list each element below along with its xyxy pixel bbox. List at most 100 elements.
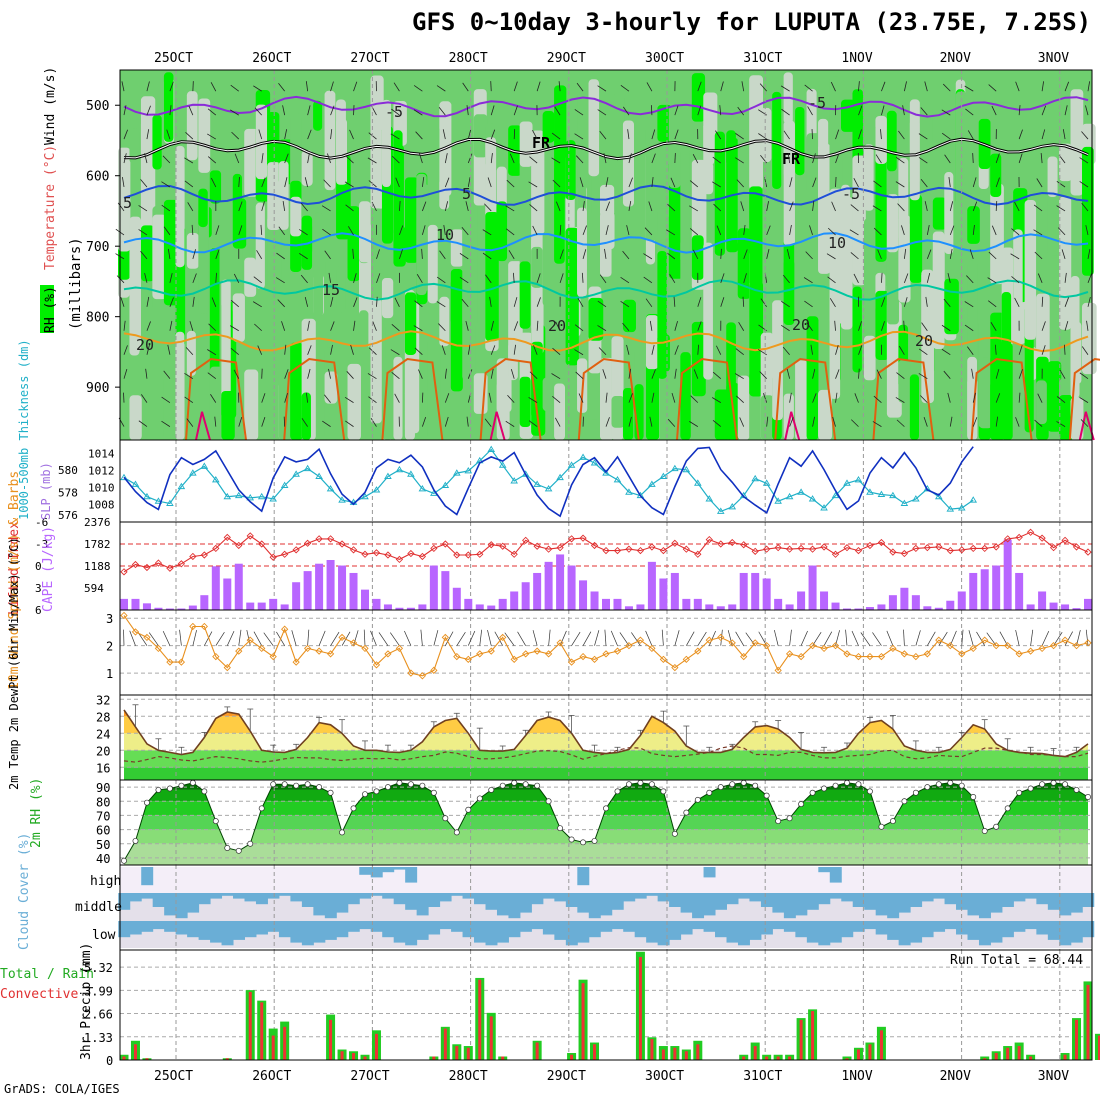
- cloud-bar: [301, 921, 314, 946]
- precip-conv-bar: [248, 991, 252, 1060]
- isotherm-line: [479, 357, 542, 441]
- thickness-point: [303, 464, 312, 472]
- wind-barb: [627, 129, 630, 140]
- wind-barb: [604, 248, 607, 259]
- rh-point: [144, 799, 150, 806]
- wind-point: [889, 644, 897, 653]
- rh-patch: [886, 194, 899, 253]
- wind-barb: [661, 629, 664, 646]
- rh-patch: [163, 199, 179, 306]
- cloud-bar: [416, 921, 429, 940]
- temp-line: [123, 709, 1089, 758]
- wind-barb: [715, 130, 722, 140]
- wind-barb: [872, 421, 882, 427]
- wind-barb: [622, 250, 630, 260]
- wind-barb: [230, 109, 239, 116]
- wind-barb: [513, 81, 518, 92]
- rh-patch: [519, 376, 531, 428]
- rh-point: [924, 784, 931, 791]
- wind-point: [372, 661, 381, 669]
- rh-point: [775, 818, 782, 825]
- wind-point: [613, 647, 622, 655]
- wind-barb: [949, 416, 953, 427]
- wind-barb: [346, 371, 354, 379]
- precip-conv-bar: [1097, 1035, 1100, 1060]
- cape-bar: [383, 604, 392, 610]
- tick-label: 0: [106, 1054, 113, 1068]
- wind-barb: [207, 133, 217, 140]
- wind-barb: [920, 395, 928, 403]
- wind-barb: [231, 131, 240, 140]
- wind-barb: [1053, 631, 1063, 646]
- wind-barb: [528, 420, 538, 427]
- wind-barb: [674, 345, 679, 355]
- wind-barb: [532, 130, 538, 140]
- rh-patch: [554, 383, 566, 440]
- cape-bar: [280, 604, 289, 610]
- wind-barb: [1056, 421, 1066, 427]
- cape-bar: [659, 578, 668, 610]
- rh-patch: [290, 196, 302, 237]
- wind-barb: [712, 181, 721, 188]
- rh-patch: [221, 391, 235, 440]
- precip-conv-bar: [742, 1056, 746, 1060]
- wind-barb: [488, 392, 492, 403]
- wind-barb: [233, 273, 240, 284]
- isotherm-line: [185, 357, 247, 441]
- rh-patch: [496, 358, 512, 413]
- rh-patch: [393, 144, 404, 238]
- wind-barb: [467, 153, 473, 164]
- wind-barb: [504, 632, 515, 646]
- wind-barb: [711, 397, 721, 403]
- thickness-point: [521, 470, 530, 477]
- rh-patch: [324, 371, 338, 404]
- li-tick-label: -3: [35, 538, 48, 551]
- thickness-point: [843, 479, 851, 486]
- rh-point: [362, 791, 368, 798]
- rh-patch: [140, 96, 156, 229]
- wind-barb: [835, 369, 840, 379]
- wind-barb: [555, 321, 561, 331]
- rh-patch: [691, 235, 704, 280]
- wind-point: [602, 650, 610, 658]
- wind-point: [212, 652, 220, 661]
- rh-patch: [450, 229, 464, 267]
- isotherm-line: [872, 357, 935, 441]
- wind-barb: [667, 418, 676, 427]
- wind-barb: [482, 229, 492, 236]
- rh-point: [293, 782, 300, 789]
- cloud-bar: [852, 921, 865, 932]
- li-point: [602, 546, 610, 555]
- run-total: Run Total = 68.44: [950, 953, 1083, 968]
- wind-barb: [1064, 631, 1073, 646]
- wind-barb: [697, 344, 699, 355]
- cloud-bar: [393, 893, 406, 905]
- wind-barb: [146, 129, 150, 140]
- isotherm-line: [123, 138, 1089, 160]
- wind-barb: [322, 420, 331, 427]
- rh-point: [1027, 785, 1034, 792]
- precip-conv-bar: [638, 956, 642, 1060]
- isotherm-line: [774, 357, 837, 441]
- wind-barb: [433, 630, 439, 646]
- tick-label: 90: [96, 781, 110, 795]
- wind-barb: [823, 631, 833, 646]
- wind-barb: [459, 253, 469, 260]
- wind-barb: [444, 201, 449, 212]
- cloud-bar: [359, 893, 372, 899]
- rh-patch: [301, 392, 311, 440]
- cloud-bar: [783, 893, 796, 919]
- cloud-bar: [600, 893, 613, 916]
- rh-band: [124, 843, 1088, 865]
- wind-barb: [858, 321, 862, 331]
- rh-patch: [863, 335, 876, 381]
- wind-barb: [881, 105, 885, 116]
- li-point: [487, 541, 495, 549]
- thickness-point: [498, 461, 507, 468]
- wind-barb: [307, 368, 311, 379]
- wind-barb: [215, 631, 225, 646]
- rh-patch: [657, 208, 672, 240]
- wind-barb: [903, 629, 905, 646]
- wind-barb: [169, 273, 173, 283]
